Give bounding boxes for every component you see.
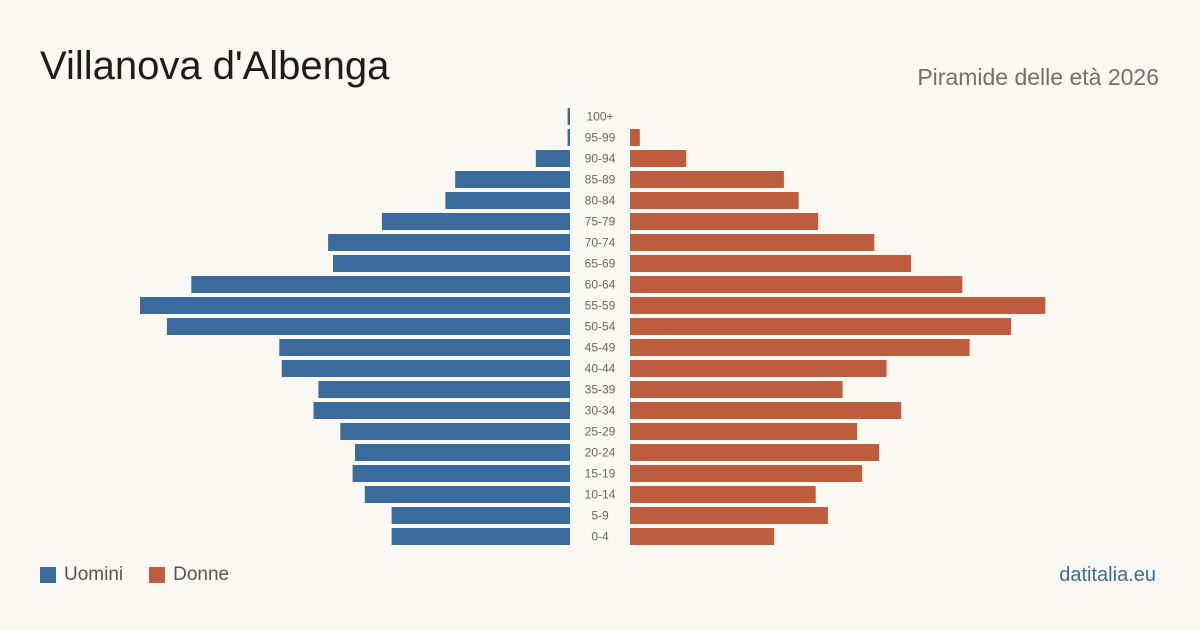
age-group-label: 95-99 [585,131,616,145]
bar-men-40-44 [281,360,570,377]
bar-men-85-89 [455,171,570,188]
age-group-label: 90-94 [585,152,616,166]
bar-men-60-64 [191,276,571,293]
bar-women-90-94 [630,150,687,167]
age-group-label: 60-64 [585,278,616,292]
age-group-label: 5-9 [591,509,609,523]
bar-men-25-29 [340,423,570,440]
bar-women-55-59 [630,297,1046,314]
bar-men-10-14 [364,486,570,503]
chart-legend: Uomini Donne [40,564,255,586]
bar-women-70-74 [630,234,875,251]
chart-subtitle: Piramide delle età 2026 [917,64,1159,90]
age-group-label: 20-24 [585,446,616,460]
page-title: Villanova d'Albenga [40,44,390,88]
bar-women-20-24 [630,444,880,461]
bar-women-75-79 [630,213,819,230]
bar-women-30-34 [630,402,902,419]
bar-men-100+ [567,108,570,125]
age-group-label: 100+ [586,110,613,124]
bar-men-0-4 [391,528,570,545]
bar-women-10-14 [630,486,816,503]
bar-men-95-99 [567,129,570,146]
bar-women-60-64 [630,276,963,293]
bar-men-75-79 [381,213,570,230]
age-group-label: 25-29 [585,425,616,439]
legend-item-men: Uomini [40,564,123,586]
bar-men-50-54 [166,318,570,335]
legend-swatch-women [149,567,166,583]
age-group-label: 35-39 [585,383,616,397]
age-group-label: 10-14 [585,488,616,502]
bar-women-45-49 [630,339,970,356]
legend-swatch-men [40,567,56,583]
bar-men-45-49 [279,339,570,356]
bar-women-35-39 [630,381,843,398]
age-group-label: 55-59 [585,299,616,313]
bar-women-85-89 [630,171,784,188]
age-group-label: 30-34 [585,404,616,418]
legend-label-women: Donne [173,564,230,585]
bar-men-80-84 [445,192,570,209]
source-link[interactable]: datitalia.eu [1059,564,1156,586]
bar-men-55-59 [140,297,570,314]
age-group-label: 45-49 [585,341,616,355]
bar-women-40-44 [630,360,887,377]
bar-women-80-84 [630,192,799,209]
age-group-label: 75-79 [585,215,616,229]
age-group-label: 40-44 [585,362,616,376]
age-group-label: 0-4 [591,530,609,544]
bar-men-20-24 [355,444,570,461]
bar-women-15-19 [630,465,863,482]
bar-women-0-4 [630,528,775,545]
age-group-label: 15-19 [585,467,616,481]
bar-men-5-9 [391,507,570,524]
legend-item-women: Donne [149,564,229,586]
bar-men-65-69 [333,255,570,272]
bar-men-35-39 [318,381,570,398]
bar-women-25-29 [630,423,858,440]
age-group-label: 65-69 [585,257,616,271]
age-group-label: 80-84 [585,194,616,208]
bar-women-50-54 [630,318,1012,335]
age-group-label: 50-54 [585,320,616,334]
bar-men-90-94 [535,150,570,167]
age-group-label: 70-74 [585,236,616,250]
bar-women-65-69 [630,255,911,272]
bar-women-5-9 [630,507,828,524]
bar-men-30-34 [313,402,570,419]
age-group-label: 85-89 [585,173,616,187]
legend-label-men: Uomini [64,564,124,585]
bar-men-70-74 [328,234,570,251]
bar-men-15-19 [352,465,570,482]
bar-women-95-99 [630,129,640,146]
